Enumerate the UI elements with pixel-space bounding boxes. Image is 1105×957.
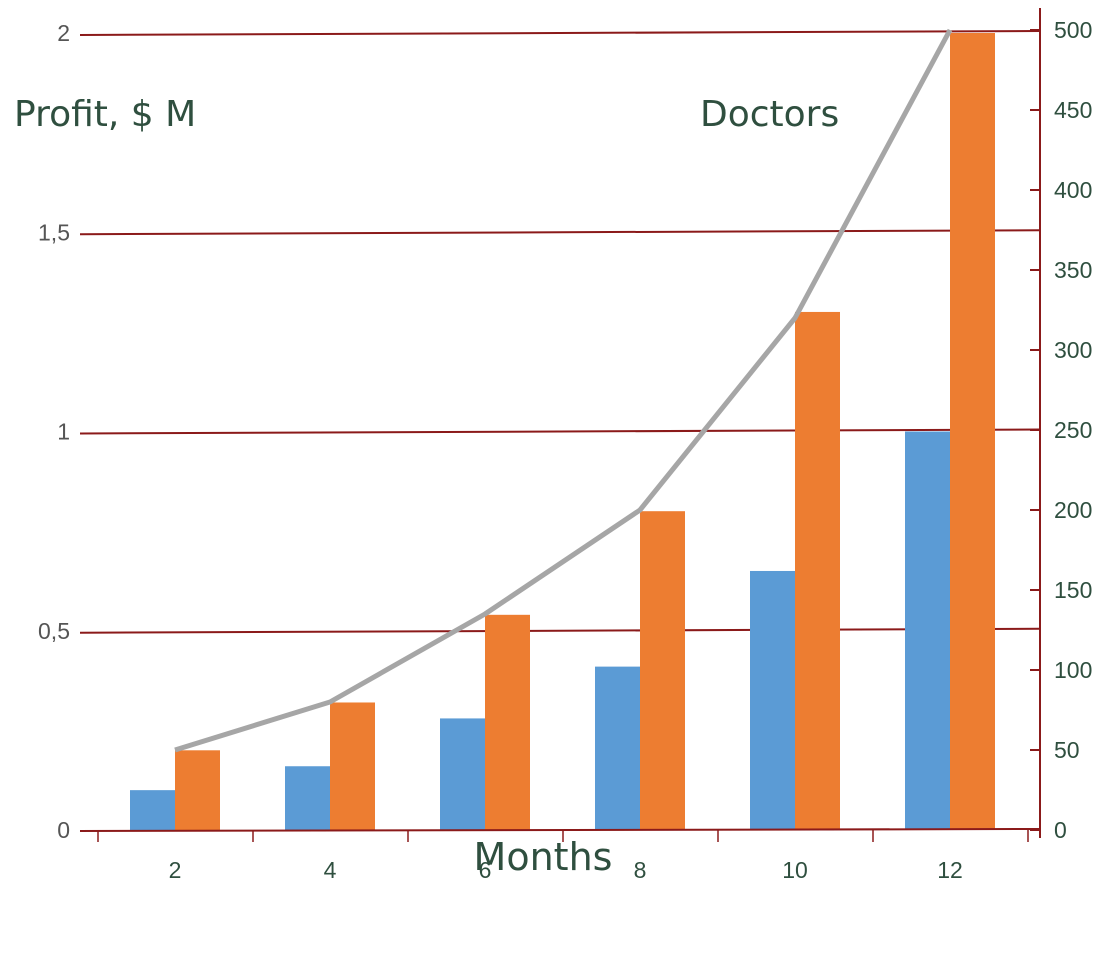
y-tick-label: 2	[57, 20, 70, 46]
y2-tick-label: 400	[1054, 177, 1092, 203]
series-line	[174, 28, 953, 753]
gridline	[79, 428, 1041, 435]
trend-line	[174, 28, 953, 753]
y2-tick-label: 350	[1054, 257, 1092, 283]
bar	[440, 718, 485, 830]
y-tick-label: 1,5	[38, 219, 70, 245]
tick-labels: 0 0,5 1 1,5 2 2 4 6 8 10 12 0 50 100 150 200 250 300 350 40…	[38, 17, 1092, 883]
bar	[285, 766, 330, 830]
y2-tick-label: 0	[1054, 817, 1067, 843]
gridline	[79, 627, 1041, 634]
bars	[130, 33, 995, 830]
y2-tick-label: 200	[1054, 497, 1092, 523]
bar	[795, 311, 840, 830]
bar	[175, 750, 220, 830]
y2-tick-label: 150	[1054, 577, 1092, 603]
x-axis-line	[79, 828, 1041, 832]
y2-tick-label: 250	[1054, 417, 1092, 443]
y2-tick-label: 100	[1054, 657, 1092, 683]
bar	[950, 33, 995, 830]
bar	[330, 702, 375, 830]
bar	[905, 431, 950, 830]
y2-tick-label: 500	[1054, 17, 1092, 43]
bar	[130, 790, 175, 830]
x-tick-label: 8	[634, 857, 647, 883]
x-axis-title: Months	[474, 835, 613, 879]
y-tick-label: 0,5	[38, 618, 70, 644]
y-tick-label: 0	[57, 817, 70, 843]
axes	[79, 8, 1041, 842]
y2-tick-label: 300	[1054, 337, 1092, 363]
bar	[750, 570, 795, 830]
y2-tick-label: 50	[1054, 737, 1080, 763]
y-axis-title: Profit, $ M	[14, 94, 196, 135]
x-tick-label: 4	[324, 857, 337, 883]
bar	[595, 666, 640, 830]
bar	[485, 614, 530, 830]
y2-axis-title: Doctors	[700, 94, 839, 135]
x-tick-label: 12	[937, 857, 963, 883]
y-tick-label: 1	[57, 419, 70, 445]
x-tick-label: 2	[169, 857, 182, 883]
x-tick-label: 10	[782, 857, 808, 883]
y2-tick-label: 450	[1054, 97, 1092, 123]
gridline	[79, 30, 1041, 36]
bar	[640, 511, 685, 830]
gridlines	[79, 30, 1041, 634]
gridline	[79, 229, 1041, 236]
x-tick-label: 6	[479, 857, 492, 883]
